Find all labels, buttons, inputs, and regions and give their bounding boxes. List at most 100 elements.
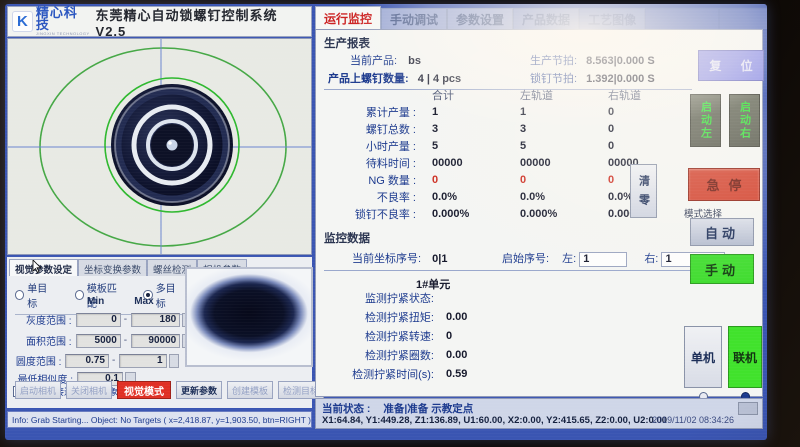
- cell: 5: [432, 139, 439, 152]
- takt-label: 生产节拍:: [530, 55, 578, 67]
- row-label: 小时产量 :: [365, 140, 416, 153]
- screws-row: 产品上螺钉数量: 4 | 4 pcs: [328, 70, 461, 86]
- vision-button-row: 启动相机 关闭相机 视觉模式 更新参数 创建模板 检测目标: [9, 381, 324, 399]
- monitor-row: 监测拧紧状态:: [316, 288, 616, 307]
- roundness-min-input[interactable]: 0.75: [65, 353, 109, 368]
- state-value: 准备|准备 示教定点: [383, 403, 474, 415]
- axis-coordinates: X1:64.84, Y1:449.28, Z1:136.89, U1:60.00…: [322, 415, 668, 426]
- tab-manual-debug[interactable]: 手动调试: [381, 8, 448, 29]
- max-header: Max: [134, 296, 154, 307]
- close-camera-button[interactable]: 关闭相机: [66, 381, 112, 399]
- reset-button[interactable]: 复 位: [698, 50, 764, 81]
- cell: 3: [432, 122, 439, 135]
- screws-value: 4 | 4 pcs: [417, 73, 462, 85]
- cell: 00000: [432, 156, 463, 169]
- cell: 5: [520, 139, 527, 152]
- main-status-bar: 当前状态 : 准备|准备 示教定点 X1:64.84, Y1:449.28, Z…: [315, 398, 763, 429]
- report-section-title: 生产报表: [324, 38, 370, 50]
- single-machine-button[interactable]: 单机: [684, 326, 722, 388]
- logo-text: 精心科技: [35, 5, 78, 32]
- stepper[interactable]: [168, 353, 179, 368]
- cell: 0.0%: [432, 190, 458, 203]
- cell: 0: [608, 122, 615, 135]
- current-product-row: 当前产品: bs: [350, 52, 421, 68]
- tighten-monitor-table: 监测拧紧状态: 检测拧紧扭矩: 0.00 检测拧紧转速: 0 检测拧紧圈数: 0…: [316, 288, 616, 383]
- dash: -: [123, 314, 128, 325]
- tab-product-data[interactable]: 产品数据: [513, 8, 580, 29]
- cell: 0: [520, 173, 527, 186]
- left-index-label: 左:: [562, 253, 577, 265]
- row-label: 检测拧紧扭矩:: [364, 311, 434, 324]
- state-line: 当前状态 : 准备|准备 示教定点: [322, 401, 473, 416]
- cell: 0.000%: [432, 207, 470, 220]
- online-machine-button[interactable]: 联机: [728, 326, 762, 388]
- tab-param-settings[interactable]: 参数设置: [447, 8, 514, 29]
- tab-washed-2[interactable]: [719, 8, 767, 29]
- vision-mode-button[interactable]: 视觉模式: [117, 381, 171, 399]
- screw-takt-label: 锁钉节拍:: [530, 73, 578, 85]
- create-template-button[interactable]: 创建模板: [227, 381, 273, 399]
- gray-max-input[interactable]: 180: [131, 312, 181, 327]
- area-min-input[interactable]: 5000: [75, 333, 121, 348]
- cell: 00000: [520, 156, 551, 169]
- row-label: 锁钉不良率 :: [354, 208, 416, 221]
- cell: 1: [432, 105, 439, 118]
- manual-mode-button[interactable]: 手动: [690, 254, 754, 284]
- gray-min-input[interactable]: 0: [75, 312, 121, 327]
- status-scroll-button[interactable]: [738, 402, 758, 415]
- col-right-track: 右轨道: [608, 89, 641, 102]
- app-title: 东莞精心自动锁螺钉控制系统V2.5: [95, 7, 278, 39]
- camera-overlay-svg: [8, 39, 311, 254]
- row-label: 监测拧紧状态:: [364, 292, 434, 305]
- tab-washed-1[interactable]: [645, 8, 720, 29]
- monitor-row: 检测拧紧扭矩: 0.00: [316, 307, 616, 326]
- start-camera-button[interactable]: 启动相机: [15, 381, 61, 399]
- tab-process-image[interactable]: 工艺图像: [579, 8, 646, 29]
- dash: -: [123, 335, 128, 346]
- left-index-input[interactable]: 1: [579, 252, 628, 267]
- template-preview-image: [185, 267, 313, 367]
- param-label: 灰度范围 :: [26, 316, 72, 327]
- row-label: 累计产量 :: [365, 106, 416, 119]
- start-left-button[interactable]: 启动左: [690, 94, 721, 147]
- tab-vision-params[interactable]: 视觉参数设定: [9, 259, 79, 276]
- app-header: K 精心科技 JINGXIN TECHNOLOGY 东莞精心自动锁螺钉控制系统V…: [7, 5, 312, 39]
- screw-takt-value: 1.392|0.000 S: [586, 73, 655, 85]
- row-value: 0.59: [446, 367, 468, 380]
- roundness-max-input[interactable]: 1: [119, 353, 167, 368]
- table-header-row: 合计 左轨道 右轨道: [316, 86, 696, 103]
- area-max-input[interactable]: 90000: [131, 333, 181, 348]
- emergency-stop-button[interactable]: 急停: [688, 168, 760, 201]
- row-value: 0: [446, 329, 453, 342]
- table-row: 累计产量 : 1 1 0: [316, 103, 696, 120]
- logo-k-icon: K: [12, 11, 33, 32]
- clear-counts-button[interactable]: 清零: [630, 164, 657, 218]
- tab-coordinate-transform[interactable]: 坐标变换参数: [78, 259, 148, 276]
- screw-object: [111, 84, 233, 206]
- cell: 0: [608, 105, 615, 118]
- tab-label: 视觉参数设定: [15, 265, 73, 276]
- state-label: 当前状态 :: [322, 403, 371, 415]
- update-params-button[interactable]: 更新参数: [176, 381, 222, 399]
- right-index-label: 右:: [644, 253, 659, 265]
- cell: 1: [520, 105, 527, 118]
- logo-subtext: JINGXIN TECHNOLOGY: [35, 31, 90, 36]
- row-label: 检测拧紧时间(s):: [352, 368, 434, 381]
- row-label: NG 数量 :: [368, 174, 416, 187]
- current-product-value: bs: [408, 55, 421, 67]
- auto-mode-button[interactable]: 自动: [690, 218, 754, 246]
- current-product-label: 当前产品:: [350, 55, 398, 67]
- min-header: Min: [87, 296, 105, 307]
- table-row: 小时产量 : 5 5 0: [316, 137, 696, 154]
- start-index-label: 启始序号:: [502, 253, 550, 265]
- camera-view: [7, 38, 312, 255]
- cell: 0.000%: [520, 207, 558, 220]
- coord-index-row: 当前坐标序号: 0|1: [352, 250, 447, 266]
- start-right-button[interactable]: 启动右: [729, 94, 760, 147]
- takt-row: 生产节拍: 8.563|0.000 S: [530, 52, 655, 68]
- tab-run-monitor[interactable]: 运行监控: [315, 6, 382, 29]
- cell: 0: [608, 139, 615, 152]
- monitor-row: 检测拧紧转速: 0: [316, 326, 616, 345]
- monitor-row: 检测拧紧时间(s): 0.59: [316, 364, 616, 383]
- monitor-section-title: 监控数据: [324, 233, 370, 245]
